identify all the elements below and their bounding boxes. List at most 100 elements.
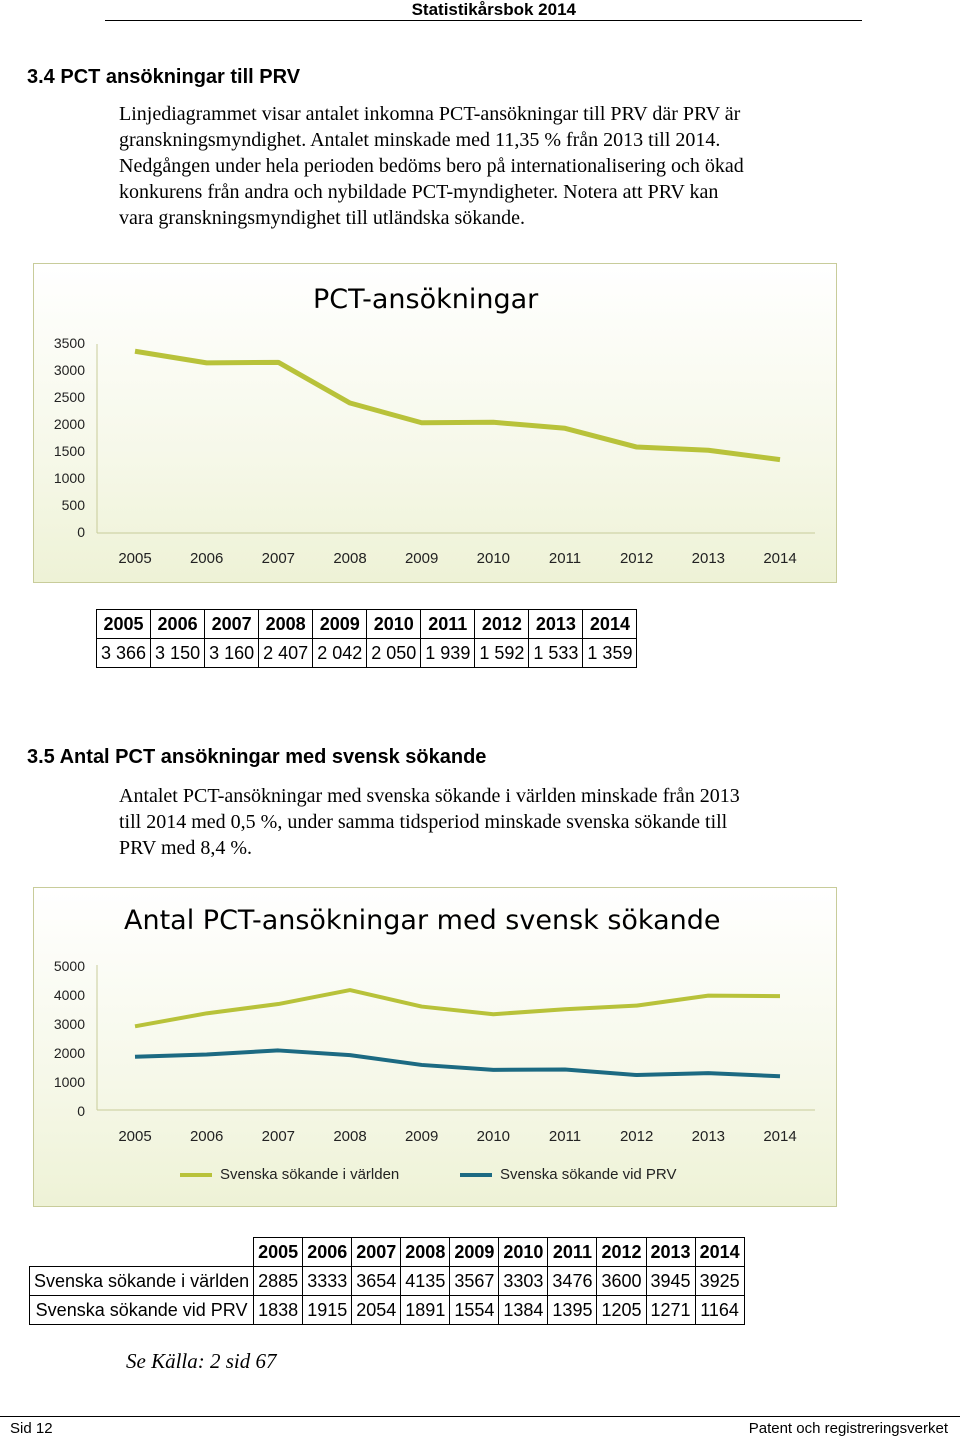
table2-value-cell: 3600 [596,1266,647,1296]
chart2-title: Antal PCT-ansökningar med svensk sökande [124,905,721,936]
table1-value-cell: 3 150 [150,638,206,668]
paragraph-line: Antalet PCT-ansökningar med svenska söka… [119,785,740,807]
chart2-ytick: 2000 [53,1045,85,1061]
table2-value-cell: 2054 [351,1295,402,1325]
table2-value-cell: 1554 [449,1295,500,1325]
chart2-panel [33,887,837,1207]
table1-year-cell: 2011 [420,609,476,639]
table2-year-cell: 2006 [302,1237,353,1267]
table2-row-label: Svenska sökande vid PRV [28,1295,255,1325]
paragraph-line: PRV med 8,4 %. [119,837,253,859]
table2-year-row: 2005 2006 2007 2008 2009 2010 2011 2012 2013 2014 [30,1237,745,1267]
table1-value-cell: 1 592 [474,638,530,668]
table1-value-cell: 1 359 [582,638,638,668]
table1-value-cell: 2 407 [258,638,314,668]
section-3-5-paragraph: Antalet PCT-ansökningar med svenska söka… [119,783,740,861]
chart2-xtick: 2009 [405,1128,438,1145]
chart1-ytick: 0 [77,524,85,540]
table2-value-cell: 3476 [547,1266,598,1296]
table1-year-cell: 2012 [474,609,530,639]
chart2-ytick: 1000 [53,1074,85,1090]
table2-year-cell: 2005 [253,1237,304,1267]
chart2-xtick: 2011 [549,1128,581,1145]
table1-year-cell: 2010 [366,609,422,639]
legend-label-world: Svenska sökande i världen [220,1166,400,1183]
table2-year-cell: 2010 [498,1237,549,1267]
table2-year-cell: 2008 [400,1237,451,1267]
paragraph-line: Nedgången under hela perioden bedöms ber… [119,155,744,177]
table2-value-cell: 4135 [400,1266,451,1296]
table2-year-cell: 2007 [351,1237,402,1267]
paragraph-line: Linjediagrammet visar antalet inkomna PC… [119,103,741,125]
chart1-title: PCT-ansökningar [313,284,539,315]
table1-year-cell: 2009 [312,609,368,639]
section-heading-3-4: 3.4 PCT ansökningar till PRV [27,66,301,88]
footer-rule [0,1416,960,1417]
table1-value-cell: 1 533 [528,638,584,668]
table2-row-world: Svenska sökande i världen 2885 3333 3654 413… [28,1266,745,1296]
chart2-xtick: 2008 [333,1128,366,1145]
table2-year-cell: 2012 [596,1237,647,1267]
table1-year-cell: 2006 [150,609,206,639]
chart1-xtick: 2011 [549,550,581,567]
table1-year-row: 2005 2006 2007 2008 2009 2010 2011 2012 2013 2014 [95,609,638,639]
table1-year-cell: 2013 [528,609,584,639]
chart2-series-world-line [134,988,781,1029]
paragraph-line: till 2014 med 0,5 %, under samma tidsper… [119,811,728,833]
table2-value-cell: 1838 [253,1295,304,1325]
table2-year-cell: 2011 [547,1237,598,1267]
table1-value-cell: 2 050 [366,638,422,668]
table2-value-cell: 1915 [302,1295,353,1325]
section-heading-3-5: 3.5 Antal PCT ansökningar med svensk sök… [27,746,487,768]
chart1-xtick: 2009 [405,550,438,567]
table1-value-cell: 3 366 [95,638,152,668]
chart1-ytick: 3000 [53,362,85,378]
table1-value-cell: 1 939 [420,638,476,668]
paragraph-line: vara granskningsmyndighet till utländska… [119,207,526,229]
chart2-ytick: 4000 [53,987,85,1003]
table2-year-cell: 2013 [645,1237,696,1267]
table1-year-cell: 2007 [204,609,260,639]
chart1-series-line [134,348,781,463]
table2-value-cell: 1205 [596,1295,647,1325]
chart2-xtick: 2013 [692,1128,725,1145]
chart1-ytick: 2000 [53,416,85,432]
table2-value-cell: 3303 [498,1266,549,1296]
footer-page-number: Sid 12 [10,1420,53,1437]
chart1-ytick: 500 [61,497,85,513]
chart2-xtick: 2014 [763,1128,796,1145]
table1-year-cell: 2008 [258,609,314,639]
chart1-xtick: 2014 [763,550,796,567]
table2-value-cell: 3654 [351,1266,402,1296]
running-header: Statistikårsbok 2014 [411,0,576,19]
paragraph-line: konkurens från andra och nybildade PCT-m… [119,181,719,203]
chart1-xtick: 2008 [333,550,366,567]
chart1-xtick: 2005 [118,550,151,567]
paragraph-line: granskningsmyndighet. Antalet minskade m… [119,129,721,151]
chart2-ytick: 5000 [53,958,85,974]
chart1-ytick: 2500 [53,389,85,405]
chart2-xtick: 2005 [118,1128,151,1145]
chart2-xtick: 2006 [190,1128,223,1145]
chart1-ytick: 3500 [53,335,85,351]
table2-value-cell: 1395 [547,1295,598,1325]
chart1-xtick: 2007 [262,550,295,567]
chart2-xtick: 2012 [620,1128,653,1145]
chart2-xtick: 2007 [262,1128,295,1145]
table2-value-cell: 2885 [253,1266,304,1296]
table1-year-cell: 2014 [582,609,638,639]
table2-value-cell: 1891 [400,1295,451,1325]
table2-value-cell: 3925 [694,1266,745,1296]
table1-year-cell: 2005 [95,609,152,639]
table2-value-cell: 1384 [498,1295,549,1325]
table1-value-cell: 2 042 [312,638,368,668]
table2-value-cell: 3945 [645,1266,696,1296]
table2-value-cell: 1271 [645,1295,696,1325]
chart1-xtick: 2006 [190,550,223,567]
chart1-ytick: 1000 [53,470,85,486]
chart1-xtick: 2012 [620,550,653,567]
chart2-ytick: 3000 [53,1016,85,1032]
table2-value-cell: 1164 [694,1295,745,1325]
chart1-xtick: 2013 [692,550,725,567]
chart2-plot: 2005 2006 2007 2008 2009 2010 2011 2012 2013 2014 [96,965,815,1177]
